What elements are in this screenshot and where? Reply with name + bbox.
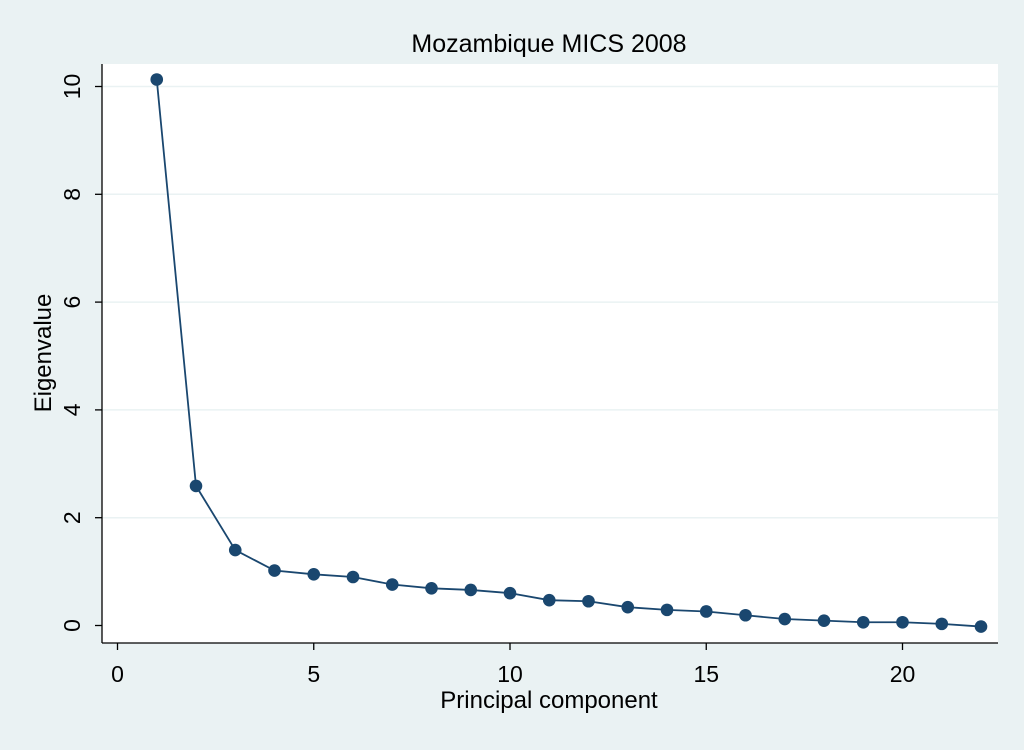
- chart-title: Mozambique MICS 2008: [411, 30, 686, 58]
- data-point: [739, 608, 752, 622]
- y-tick-label: 4: [59, 403, 85, 416]
- data-point: [346, 570, 360, 584]
- series-layer: [150, 73, 988, 633]
- data-point: [228, 543, 242, 557]
- series-line: [155, 79, 982, 628]
- data-point: [268, 564, 281, 577]
- data-point: [582, 594, 595, 608]
- data-point: [974, 620, 988, 633]
- data-point: [464, 583, 478, 597]
- data-point: [699, 605, 713, 618]
- data-point: [935, 617, 949, 631]
- data-point: [896, 615, 909, 629]
- data-point: [621, 600, 635, 614]
- plot-area: [102, 64, 998, 643]
- data-point: [385, 578, 399, 591]
- data-point: [778, 612, 792, 626]
- data-point: [817, 614, 831, 627]
- data-point: [150, 73, 164, 86]
- data-point: [307, 567, 321, 581]
- y-tick-label: 10: [59, 74, 85, 100]
- y-tick-label: 6: [59, 296, 85, 309]
- x-tick-label: 20: [890, 661, 916, 687]
- y-tick-label: 2: [59, 511, 85, 524]
- x-axis-title: Principal component: [440, 687, 658, 714]
- y-tick-label: 0: [59, 619, 85, 632]
- data-point: [542, 593, 556, 607]
- data-point: [503, 586, 517, 600]
- y-axis-title: Eigenvalue: [30, 294, 57, 413]
- data-point: [660, 603, 674, 617]
- data-point: [425, 582, 438, 595]
- x-tick-label: 0: [111, 661, 124, 687]
- gridlines: [102, 85, 998, 519]
- x-tick-label: 5: [307, 661, 320, 687]
- data-point: [856, 615, 870, 629]
- x-tick-label: 15: [693, 661, 719, 687]
- data-point: [189, 479, 203, 493]
- axes: 0 2 4 6 8 10 0 5 10 15 20: [59, 64, 998, 687]
- x-tick-label: 10: [497, 661, 523, 687]
- y-tick-label: 8: [59, 188, 85, 201]
